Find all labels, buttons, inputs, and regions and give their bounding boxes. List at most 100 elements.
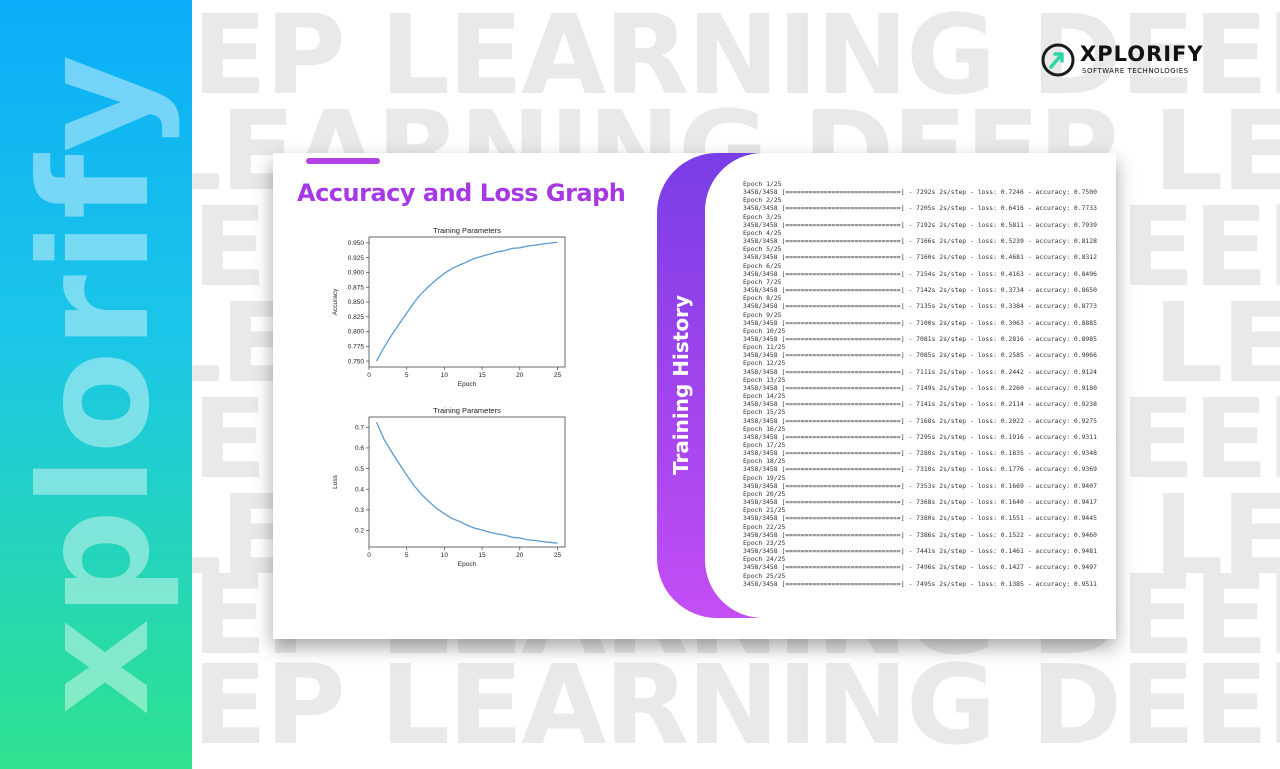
log-line: 3458/3458 [=============================… <box>743 481 1097 490</box>
training-history-log: Epoch 1/25 3458/3458 [===================… <box>743 180 1113 588</box>
y-axis-label: Loss <box>332 474 339 488</box>
log-line: 3458/3458 [=============================… <box>743 269 1097 278</box>
x-tick-label: 10 <box>441 552 449 559</box>
log-line: Epoch 17/25 <box>743 441 786 449</box>
chart-title: Training Parameters <box>433 406 501 415</box>
log-line: 3458/3458 [=============================… <box>743 351 1097 360</box>
y-tick-label: 0.2 <box>355 528 364 535</box>
log-line: 3458/3458 [=============================… <box>743 547 1097 556</box>
side-brand-word: xplorify <box>9 52 183 716</box>
log-line: Epoch 8/25 <box>743 294 782 303</box>
log-line: Epoch 2/25 <box>743 196 782 205</box>
y-tick-label: 0.875 <box>348 284 365 291</box>
y-tick-label: 0.6 <box>355 445 364 452</box>
y-tick-label: 0.3 <box>355 507 364 514</box>
log-line: Epoch 11/25 <box>743 343 786 352</box>
x-axis-label: Epoch <box>458 561 477 568</box>
log-line: 3458/3458 [=============================… <box>743 416 1097 425</box>
y-tick-label: 0.825 <box>348 314 365 321</box>
log-line: Epoch 23/25 <box>743 538 786 547</box>
loss-chart: Training Parameters 0 5 10 15 20 25 0.2 0.3 0.4 0.… <box>332 406 566 568</box>
x-tick-label: 20 <box>516 552 524 559</box>
y-tick-label: 0.925 <box>348 255 365 262</box>
side-brand-band: xplorify <box>0 0 192 769</box>
xplorify-logo: XPLORIFY SOFTWARE TECHNOLOGIES <box>1040 40 1220 82</box>
log-line: 3458/3458 [=============================… <box>743 188 1097 197</box>
log-line: Epoch 6/25 <box>743 261 782 270</box>
log-line: Epoch 15/25 <box>743 408 786 417</box>
log-line: Epoch 16/25 <box>743 424 786 433</box>
log-line: Epoch 22/25 <box>743 522 786 531</box>
log-line: 3458/3458 [=============================… <box>743 563 1097 572</box>
log-line: Epoch 5/25 <box>743 245 782 254</box>
y-tick-label: 0.750 <box>348 358 365 365</box>
x-tick-label: 15 <box>478 552 486 559</box>
log-line: Epoch 19/25 <box>743 473 786 482</box>
x-tick-label: 0 <box>367 552 371 559</box>
log-line: Epoch 18/25 <box>743 457 786 466</box>
log-line: Epoch 3/25 <box>743 212 782 221</box>
chart-title: Training Parameters <box>433 226 501 235</box>
y-tick-label: 0.800 <box>348 329 365 336</box>
plot-frame <box>368 236 566 368</box>
log-line: 3458/3458 [=============================… <box>743 253 1097 262</box>
log-line: 3458/3458 [=============================… <box>743 432 1097 441</box>
log-line: 3458/3458 [=============================… <box>743 302 1097 311</box>
log-line: Epoch 14/25 <box>743 392 786 401</box>
log-line: Epoch 10/25 <box>743 326 786 335</box>
log-line: Epoch 25/25 <box>743 571 786 580</box>
log-line: 3458/3458 [=============================… <box>743 530 1097 539</box>
log-line: 3458/3458 [=============================… <box>743 204 1097 213</box>
log-line: 3458/3458 [=============================… <box>743 400 1097 409</box>
training-history-label: Training History <box>669 295 693 475</box>
log-line: Epoch 21/25 <box>743 506 786 515</box>
plot-frame <box>368 416 566 548</box>
log-line: 3458/3458 [=============================… <box>743 318 1097 327</box>
log-line: 3458/3458 [=============================… <box>743 514 1097 523</box>
log-line: 3458/3458 [=============================… <box>743 237 1097 246</box>
log-line: Epoch 7/25 <box>743 277 782 286</box>
logo-tagline: SOFTWARE TECHNOLOGIES <box>1082 67 1189 75</box>
log-line: 3458/3458 [=============================… <box>743 498 1097 507</box>
xplorify-logo-icon <box>1041 43 1075 77</box>
series-line <box>375 241 558 362</box>
y-tick-label: 0.775 <box>348 344 365 351</box>
x-tick-label: 25 <box>554 372 562 379</box>
background-line: EP LEARNING DEEP <box>192 0 1280 119</box>
log-line: 3458/3458 [=============================… <box>743 220 1097 229</box>
x-tick-label: 15 <box>478 372 486 379</box>
log-line: Epoch 4/25 <box>743 228 782 237</box>
y-axis-label: Accuracy <box>332 288 339 315</box>
log-line: 3458/3458 [=============================… <box>743 449 1097 458</box>
title-accent-bar <box>306 158 380 164</box>
training-history-panel <box>705 153 1116 618</box>
log-line: 3458/3458 [=============================… <box>743 579 1097 588</box>
log-line: 3458/3458 [=============================… <box>743 465 1097 474</box>
log-line: Epoch 12/25 <box>743 359 786 368</box>
log-line: Epoch 1/25 <box>743 180 782 188</box>
x-tick-label: 5 <box>405 552 409 559</box>
y-tick-label: 0.5 <box>355 466 364 473</box>
log-line: Epoch 24/25 <box>743 555 786 564</box>
x-tick-label: 25 <box>554 552 562 559</box>
log-line: 3458/3458 [=============================… <box>743 367 1097 376</box>
log-line: Epoch 13/25 <box>743 375 786 384</box>
log-line: 3458/3458 [=============================… <box>743 286 1097 295</box>
y-tick-label: 0.4 <box>355 486 364 493</box>
y-tick-label: 0.850 <box>348 299 365 306</box>
x-axis-label: Epoch <box>458 381 477 388</box>
x-tick-label: 5 <box>405 372 409 379</box>
slide-card: Accuracy and Loss Graph Training Paramet… <box>273 153 1116 639</box>
y-tick-label: 0.950 <box>348 240 365 247</box>
x-tick-label: 20 <box>516 372 524 379</box>
log-line: 3458/3458 [=============================… <box>743 334 1097 343</box>
y-tick-label: 0.7 <box>355 425 364 432</box>
series-line <box>375 421 558 544</box>
log-line: 3458/3458 [=============================… <box>743 383 1097 392</box>
log-line: Epoch 9/25 <box>743 310 782 319</box>
logo-name: XPLORIFY <box>1080 42 1204 66</box>
background-line: EP LEARNING DEEP <box>192 641 1280 769</box>
x-tick-label: 10 <box>441 372 449 379</box>
y-tick-label: 0.900 <box>348 270 365 277</box>
log-line: Epoch 20/25 <box>743 489 786 498</box>
